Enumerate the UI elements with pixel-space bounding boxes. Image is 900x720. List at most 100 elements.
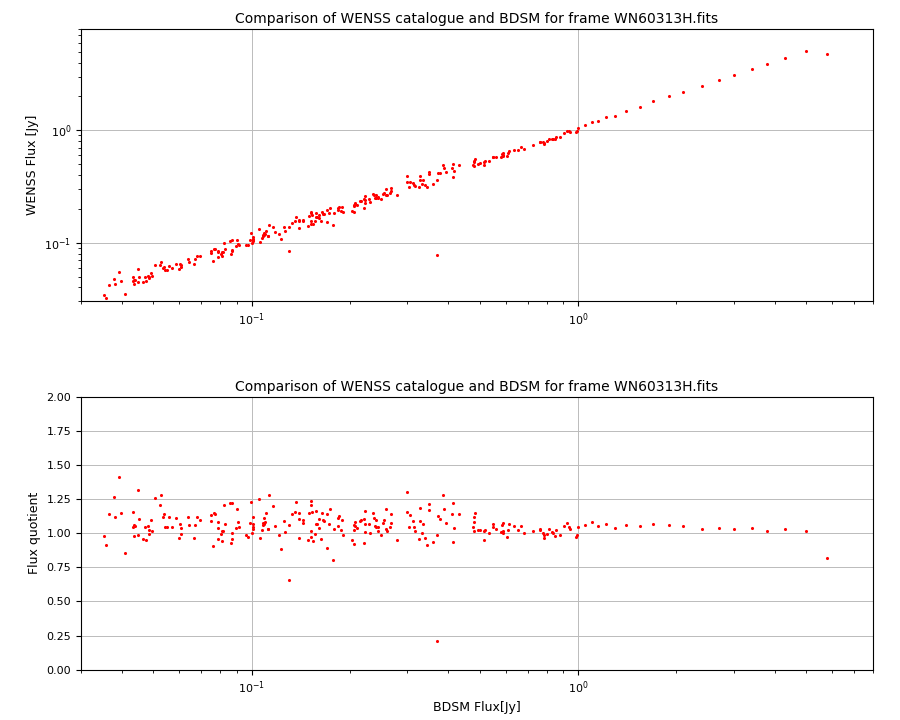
Point [466, 160, 481, 171]
Point [346, 538, 361, 549]
Point [466, 526, 481, 537]
Point [127, 274, 141, 286]
Point [222, 235, 237, 246]
Point [285, 509, 300, 521]
Point [96, 289, 111, 300]
Point [413, 171, 428, 182]
Point [212, 246, 226, 258]
Point [193, 251, 207, 262]
Point [262, 490, 276, 501]
Point [320, 204, 334, 216]
Point [383, 183, 398, 194]
Point [187, 253, 202, 265]
Point [203, 245, 218, 256]
Point [494, 148, 508, 160]
Point [206, 255, 220, 266]
Point [486, 521, 500, 533]
Point [356, 513, 371, 524]
Title: Comparison of WENSS catalogue and BDSM for frame WN60313H.fits: Comparison of WENSS catalogue and BDSM f… [236, 380, 718, 395]
Point [436, 159, 450, 171]
Point [157, 261, 171, 272]
Point [353, 515, 367, 526]
Point [547, 531, 562, 542]
Point [376, 514, 391, 526]
Point [539, 135, 554, 147]
Point [578, 120, 592, 131]
Point [489, 151, 503, 163]
Point [584, 516, 598, 528]
Point [553, 529, 567, 541]
Point [482, 528, 496, 539]
Point [500, 532, 515, 544]
Point [493, 526, 508, 538]
Point [334, 524, 348, 536]
Point [332, 510, 347, 522]
Point [544, 133, 559, 145]
Point [533, 524, 547, 536]
Point [362, 518, 376, 530]
Point [125, 276, 140, 287]
Point [308, 215, 322, 227]
Point [217, 237, 231, 248]
Point [500, 150, 515, 162]
Point [744, 522, 759, 534]
Point [472, 524, 487, 536]
Point [211, 251, 225, 263]
Point [261, 230, 275, 241]
Point [372, 525, 386, 536]
Point [536, 527, 551, 539]
Point [258, 228, 273, 240]
Point [302, 508, 317, 519]
Point [331, 520, 346, 531]
Point [144, 267, 158, 279]
Point [452, 159, 466, 171]
Point [174, 522, 188, 534]
Point [309, 505, 323, 517]
Point [187, 519, 202, 531]
Point [358, 191, 373, 202]
Point [384, 185, 399, 197]
Point [314, 534, 328, 545]
Point [136, 533, 150, 544]
Point [374, 529, 388, 541]
Point [169, 513, 184, 524]
Point [127, 279, 141, 290]
Point [409, 526, 423, 537]
Point [412, 181, 427, 193]
Point [140, 276, 154, 287]
Point [141, 270, 156, 282]
Point [258, 517, 273, 528]
Point [292, 513, 307, 524]
Point [332, 201, 347, 212]
Point [114, 275, 129, 287]
Point [507, 144, 521, 156]
Point [211, 534, 225, 545]
Point [206, 243, 220, 255]
Point [496, 526, 510, 537]
Point [467, 156, 482, 168]
Point [372, 192, 386, 204]
Point [190, 512, 204, 523]
Point [430, 635, 445, 647]
Point [676, 521, 690, 532]
Point [354, 515, 368, 526]
Title: Comparison of WENSS catalogue and BDSM for frame WN60313H.fits: Comparison of WENSS catalogue and BDSM f… [236, 12, 718, 26]
Point [562, 125, 576, 137]
Point [315, 206, 329, 217]
Point [350, 522, 365, 534]
Point [246, 231, 260, 243]
Point [536, 136, 551, 148]
Point [320, 508, 334, 519]
Point [348, 520, 363, 531]
Point [695, 81, 709, 92]
Point [322, 207, 337, 219]
Point [390, 534, 404, 545]
Point [347, 197, 362, 209]
Point [495, 518, 509, 529]
Point [429, 529, 444, 541]
Point [375, 188, 390, 199]
Point [618, 105, 633, 117]
Point [145, 271, 159, 282]
Point [533, 523, 547, 535]
Point [230, 503, 244, 514]
